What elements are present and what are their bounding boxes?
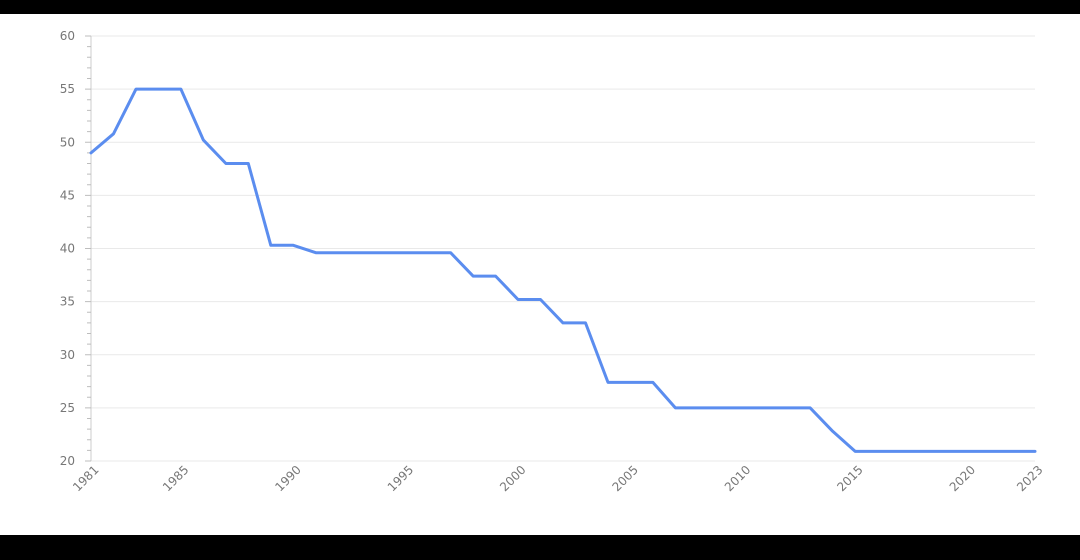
x-tick-label: 1995 <box>385 463 416 494</box>
chart-frame: 20 25 30 35 40 45 50 55 60 1981 1985 1990 1995 2000 2… <box>0 14 1080 535</box>
y-tick-label: 55 <box>60 82 75 96</box>
x-tick-label: 2005 <box>610 463 641 494</box>
y-tick-label: 25 <box>60 401 75 415</box>
y-axis-ticks: 20 25 30 35 40 45 50 55 60 <box>60 29 75 468</box>
y-tick-label: 30 <box>60 348 75 362</box>
grid-lines <box>91 35 1035 462</box>
y-tick-label: 60 <box>60 29 75 43</box>
y-tick-label: 45 <box>60 188 75 202</box>
x-tick-label: 1985 <box>160 463 191 494</box>
y-tick-label: 50 <box>60 135 75 149</box>
x-tick-label: 2000 <box>497 463 528 494</box>
y-tick-label: 20 <box>60 454 75 468</box>
y-tick-label: 40 <box>60 242 75 256</box>
x-tick-label: 2015 <box>834 463 865 494</box>
x-tick-label: 2010 <box>722 463 753 494</box>
axes <box>85 35 92 462</box>
x-axis-ticks: 1981 1985 1990 1995 2000 2005 2010 2015 2020 2023 <box>70 463 1045 494</box>
series-line-0 <box>89 87 1037 453</box>
y-tick-label: 35 <box>60 295 75 309</box>
x-tick-label: 2020 <box>947 463 978 494</box>
series-group <box>89 87 1037 453</box>
x-tick-label: 2023 <box>1014 463 1045 494</box>
x-tick-label: 1990 <box>272 463 303 494</box>
